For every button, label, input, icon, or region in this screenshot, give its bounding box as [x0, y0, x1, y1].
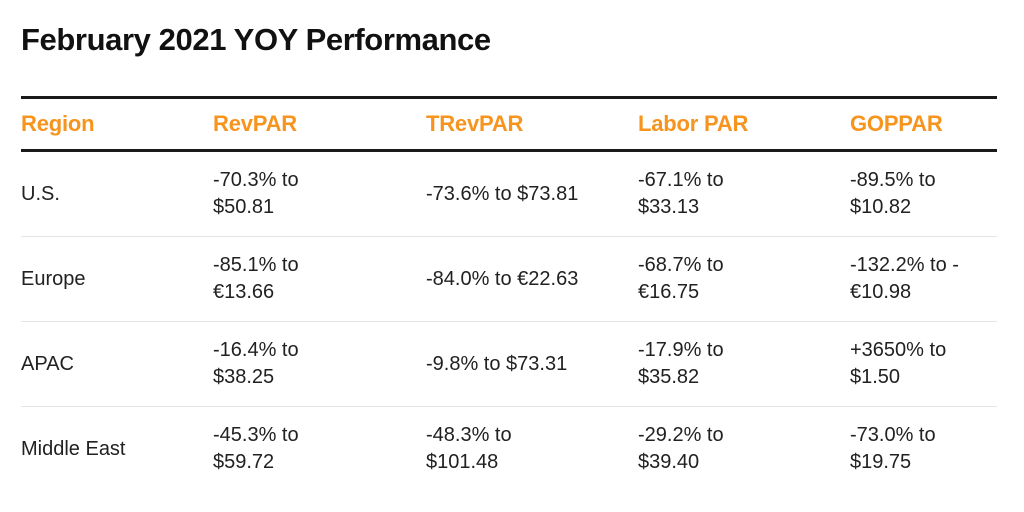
- column-header-trevpar: TRevPAR: [426, 111, 524, 136]
- laborpar-cell: -29.2% to $39.40: [638, 424, 724, 473]
- table-header-row: Region RevPAR TRevPAR Labor PAR GOPPAR: [21, 96, 997, 152]
- column-header-laborpar: Labor PAR: [638, 111, 749, 136]
- table-row-europe: Europe -85.1% to €13.66 -84.0% to €22.63…: [21, 237, 997, 322]
- trevpar-cell: -9.8% to $73.31: [426, 352, 568, 375]
- performance-table: Region RevPAR TRevPAR Labor PAR GOPPAR U…: [21, 96, 997, 491]
- table-row-us: U.S. -70.3% to $50.81 -73.6% to $73.81 -…: [21, 152, 997, 237]
- revpar-cell: -70.3% to $50.81: [213, 169, 299, 218]
- column-header-goppar: GOPPAR: [850, 111, 943, 136]
- revpar-cell: -85.1% to €13.66: [213, 254, 299, 303]
- revpar-cell: -16.4% to $38.25: [213, 339, 299, 388]
- column-header-revpar: RevPAR: [213, 111, 297, 136]
- goppar-cell: -73.0% to $19.75: [850, 424, 936, 473]
- region-cell: Middle East: [21, 437, 126, 460]
- page-title: February 2021 YOY Performance: [21, 22, 491, 57]
- revpar-cell: -45.3% to $59.72: [213, 424, 299, 473]
- region-cell: APAC: [21, 352, 74, 375]
- laborpar-cell: -17.9% to $35.82: [638, 339, 724, 388]
- laborpar-cell: -68.7% to €16.75: [638, 254, 724, 303]
- region-cell: Europe: [21, 267, 86, 290]
- goppar-cell: -132.2% to - €10.98: [850, 254, 959, 303]
- performance-report: February 2021 YOY Performance Region Rev…: [21, 0, 997, 491]
- laborpar-cell: -67.1% to $33.13: [638, 169, 724, 218]
- trevpar-cell: -48.3% to $101.48: [426, 424, 512, 473]
- trevpar-cell: -84.0% to €22.63: [426, 267, 579, 290]
- region-cell: U.S.: [21, 182, 60, 205]
- table-row-apac: APAC -16.4% to $38.25 -9.8% to $73.31 -1…: [21, 322, 997, 407]
- goppar-cell: -89.5% to $10.82: [850, 169, 936, 218]
- goppar-cell: +3650% to $1.50: [850, 339, 947, 388]
- table-row-middle-east: Middle East -45.3% to $59.72 -48.3% to $…: [21, 407, 997, 491]
- column-header-region: Region: [21, 111, 95, 136]
- trevpar-cell: -73.6% to $73.81: [426, 182, 579, 205]
